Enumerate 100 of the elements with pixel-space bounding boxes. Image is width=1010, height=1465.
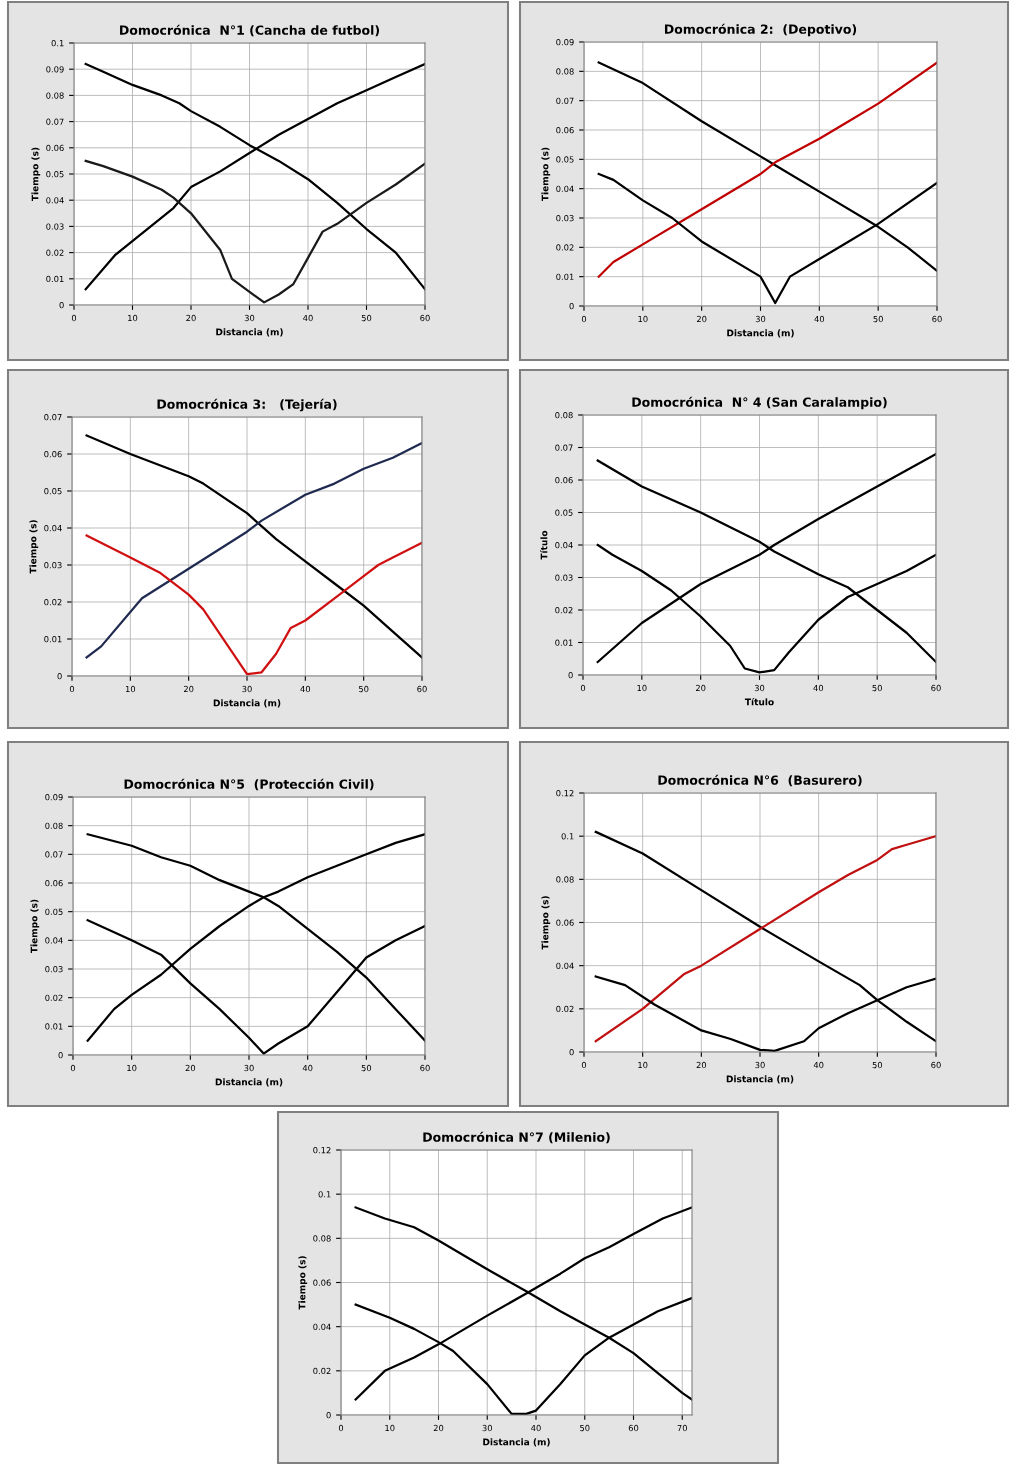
chart-title: Domocrónica 3: (Tejería) — [157, 398, 337, 412]
x-tick-label: 0 — [338, 1424, 344, 1432]
y-tick-label: 0.05 — [45, 908, 63, 915]
y-tick-label: 0.01 — [44, 635, 62, 643]
y-tick-label: 0 — [58, 1051, 63, 1059]
x-tick-label: 20 — [433, 1424, 444, 1432]
y-axis-title: Tiempo (s) — [31, 147, 41, 202]
x-tick-label: 0 — [71, 314, 77, 322]
y-tick-label: 0.04 — [313, 1323, 331, 1330]
y-tick-label: 0.01 — [556, 273, 574, 280]
y-axis-title: Tiempo (s) — [29, 520, 39, 574]
y-tick-label: 0.06 — [46, 144, 64, 152]
x-tick-label: 10 — [128, 314, 138, 322]
x-tick-label: 50 — [580, 1424, 590, 1432]
y-tick-label: 0.1 — [561, 833, 574, 840]
chart-title: Domocrónica N°7 (Milenio) — [423, 1131, 610, 1144]
x-tick-label: 50 — [872, 1061, 883, 1069]
x-tick-label: 10 — [127, 1064, 137, 1072]
x-tick-label: 50 — [872, 684, 882, 692]
x-tick-label: 10 — [385, 1424, 395, 1432]
y-tick-label: 0.06 — [555, 476, 573, 484]
x-tick-label: 0 — [580, 684, 586, 692]
y-tick-label: 0.03 — [45, 965, 63, 973]
x-tick-label: 40 — [813, 1061, 824, 1069]
y-tick-label: 0.01 — [45, 1023, 63, 1030]
x-tick-label: 20 — [186, 314, 196, 322]
x-tick-label: 60 — [420, 1064, 430, 1072]
y-axis-title: Tiempo (s) — [541, 147, 551, 202]
y-tick-label: 0.02 — [556, 1005, 574, 1013]
y-tick-label: 0.07 — [45, 851, 63, 858]
y-axis-title: Tiempo (s) — [30, 899, 40, 954]
x-tick-label: 60 — [420, 314, 430, 322]
x-tick-label: 30 — [242, 685, 252, 693]
y-tick-label: 0.03 — [555, 574, 573, 581]
x-tick-label: 40 — [300, 685, 311, 693]
y-tick-label: 0.02 — [46, 249, 64, 256]
y-tick-label: 0.12 — [556, 789, 574, 797]
y-tick-label: 0.06 — [45, 879, 63, 887]
y-tick-label: 0.03 — [44, 561, 62, 569]
x-tick-label: 20 — [183, 685, 194, 693]
x-tick-label: 50 — [361, 1064, 372, 1072]
y-tick-label: 0.02 — [313, 1367, 331, 1375]
y-tick-label: 0.08 — [313, 1235, 331, 1242]
x-tick-label: 30 — [754, 684, 765, 692]
x-tick-label: 20 — [696, 315, 707, 323]
chart-title: Domocrónica 2: (Depotivo) — [664, 23, 857, 37]
y-tick-label: 0 — [326, 1411, 331, 1419]
y-tick-label: 0.02 — [44, 598, 62, 606]
y-tick-label: 0.05 — [555, 509, 573, 516]
x-tick-label: 50 — [361, 314, 372, 322]
y-tick-label: 0.07 — [44, 413, 62, 421]
x-tick-label: 0 — [69, 685, 75, 693]
x-tick-label: 60 — [932, 315, 942, 323]
x-tick-label: 20 — [695, 684, 706, 692]
y-tick-label: 0.06 — [313, 1279, 331, 1286]
y-tick-label: 0.03 — [46, 223, 64, 230]
y-tick-label: 0.09 — [45, 793, 63, 801]
chart-title: Domocrónica N°5 (Protección Civil) — [124, 778, 374, 791]
y-tick-label: 0.07 — [556, 97, 574, 104]
x-axis-title: Distancia (m) — [215, 1078, 283, 1087]
x-tick-label: 30 — [755, 1061, 765, 1069]
y-axis-title: Tiempo (s) — [298, 1256, 308, 1310]
x-tick-label: 10 — [638, 315, 648, 323]
y-tick-label: 0.08 — [46, 92, 64, 99]
y-axis-title: Tiempo (s) — [541, 896, 551, 950]
y-tick-label: 0.04 — [556, 185, 574, 192]
x-tick-label: 70 — [677, 1424, 687, 1432]
y-tick-label: 0.1 — [51, 39, 64, 47]
y-tick-label: 0.02 — [555, 606, 573, 614]
x-axis-title: Título — [744, 697, 774, 706]
x-tick-label: 40 — [814, 315, 825, 323]
x-tick-label: 40 — [303, 314, 313, 322]
y-tick-label: 0 — [568, 671, 573, 679]
y-tick-label: 0.03 — [556, 214, 574, 222]
chart-title: Domocrónica N° 4 (San Caralampio) — [632, 396, 887, 410]
y-tick-label: 0.02 — [45, 994, 63, 1001]
y-tick-label: 0.08 — [555, 411, 573, 419]
y-tick-label: 0.04 — [46, 197, 64, 204]
x-axis-title: Distancia (m) — [726, 1075, 794, 1084]
y-tick-label: 0.05 — [44, 487, 62, 495]
y-tick-label: 0.06 — [556, 919, 574, 926]
y-tick-label: 0.09 — [556, 38, 574, 46]
y-tick-label: 0.09 — [46, 66, 64, 73]
x-tick-label: 0 — [581, 1061, 587, 1069]
x-tick-label: 40 — [813, 684, 824, 692]
y-tick-label: 0.07 — [46, 118, 64, 125]
y-tick-label: 0.12 — [313, 1146, 331, 1154]
x-axis-title: Distancia (m) — [216, 328, 283, 337]
x-tick-label: 40 — [531, 1424, 541, 1432]
y-tick-label: 0.04 — [45, 937, 63, 944]
x-axis-title: Distancia (m) — [483, 1438, 550, 1447]
y-tick-label: 0.05 — [46, 170, 64, 178]
y-tick-label: 0.07 — [555, 444, 573, 451]
line-series — [85, 534, 422, 676]
x-tick-label: 30 — [244, 1064, 254, 1072]
line-series — [84, 159, 425, 304]
y-tick-label: 0.06 — [556, 126, 574, 134]
x-tick-label: 0 — [581, 315, 587, 323]
x-tick-label: 10 — [638, 1061, 648, 1069]
x-tick-label: 0 — [70, 1064, 76, 1072]
